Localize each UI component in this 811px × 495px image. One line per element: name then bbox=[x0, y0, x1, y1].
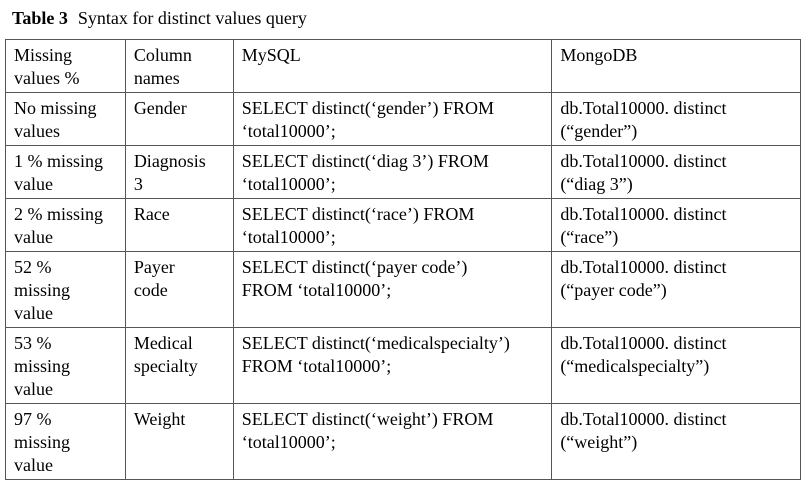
cell-column-name: Medical specialty bbox=[124, 327, 234, 404]
cell-column-name: Gender bbox=[124, 92, 234, 146]
header-missing-values: Missing values % bbox=[5, 39, 126, 93]
cell-column-name: Weight bbox=[124, 403, 234, 480]
cell-missing-values: 1 % missing value bbox=[5, 145, 126, 199]
cell-mysql-query: SELECT distinct(‘weight’) FROM ‘total100… bbox=[232, 403, 553, 480]
table-label: Table 3 bbox=[12, 8, 68, 28]
table-caption: Table 3 Syntax for distinct values query bbox=[12, 7, 307, 29]
cell-mongodb-query: db.Total10000. distinct (“race”) bbox=[551, 198, 801, 252]
cell-mongodb-query: db.Total10000. distinct (“medicalspecial… bbox=[551, 327, 801, 404]
header-mysql: MySQL bbox=[232, 39, 553, 93]
table-title: Syntax for distinct values query bbox=[77, 8, 307, 28]
header-mongodb: MongoDB bbox=[551, 39, 801, 93]
cell-column-name: Diagnosis 3 bbox=[124, 145, 234, 199]
cell-mongodb-query: db.Total10000. distinct (“payer code”) bbox=[551, 251, 801, 328]
table-header-row: Missing values % Column names MySQL Mong… bbox=[5, 39, 801, 93]
cell-missing-values: 97 % missing value bbox=[5, 403, 126, 480]
table-row: No missing values Gender SELECT distinct… bbox=[5, 92, 801, 146]
cell-mongodb-query: db.Total10000. distinct (“weight”) bbox=[551, 403, 801, 480]
table-row: 52 % missing value Payer code SELECT dis… bbox=[5, 251, 801, 328]
table-row: 97 % missing value Weight SELECT distinc… bbox=[5, 403, 801, 480]
distinct-values-query-table: Missing values % Column names MySQL Mong… bbox=[5, 39, 801, 480]
table-row: 53 % missing value Medical specialty SEL… bbox=[5, 327, 801, 404]
cell-missing-values: 52 % missing value bbox=[5, 251, 126, 328]
cell-mongodb-query: db.Total10000. distinct (“diag 3”) bbox=[551, 145, 801, 199]
cell-missing-values: 2 % missing value bbox=[5, 198, 126, 252]
cell-mysql-query: SELECT distinct(‘diag 3’) FROM ‘total100… bbox=[232, 145, 553, 199]
cell-column-name: Race bbox=[124, 198, 234, 252]
table-row: 1 % missing value Diagnosis 3 SELECT dis… bbox=[5, 145, 801, 199]
cell-mysql-query: SELECT distinct(‘race’) FROM ‘total10000… bbox=[232, 198, 553, 252]
table-row: 2 % missing value Race SELECT distinct(‘… bbox=[5, 198, 801, 252]
header-column-names: Column names bbox=[124, 39, 234, 93]
cell-mysql-query: SELECT distinct(‘payer code’) FROM ‘tota… bbox=[232, 251, 553, 328]
cell-mongodb-query: db.Total10000. distinct (“gender”) bbox=[551, 92, 801, 146]
cell-missing-values: 53 % missing value bbox=[5, 327, 126, 404]
cell-mysql-query: SELECT distinct(‘gender’) FROM ‘total100… bbox=[232, 92, 553, 146]
cell-mysql-query: SELECT distinct(‘medicalspecialty’) FROM… bbox=[232, 327, 553, 404]
cell-column-name: Payer code bbox=[124, 251, 234, 328]
cell-missing-values: No missing values bbox=[5, 92, 126, 146]
